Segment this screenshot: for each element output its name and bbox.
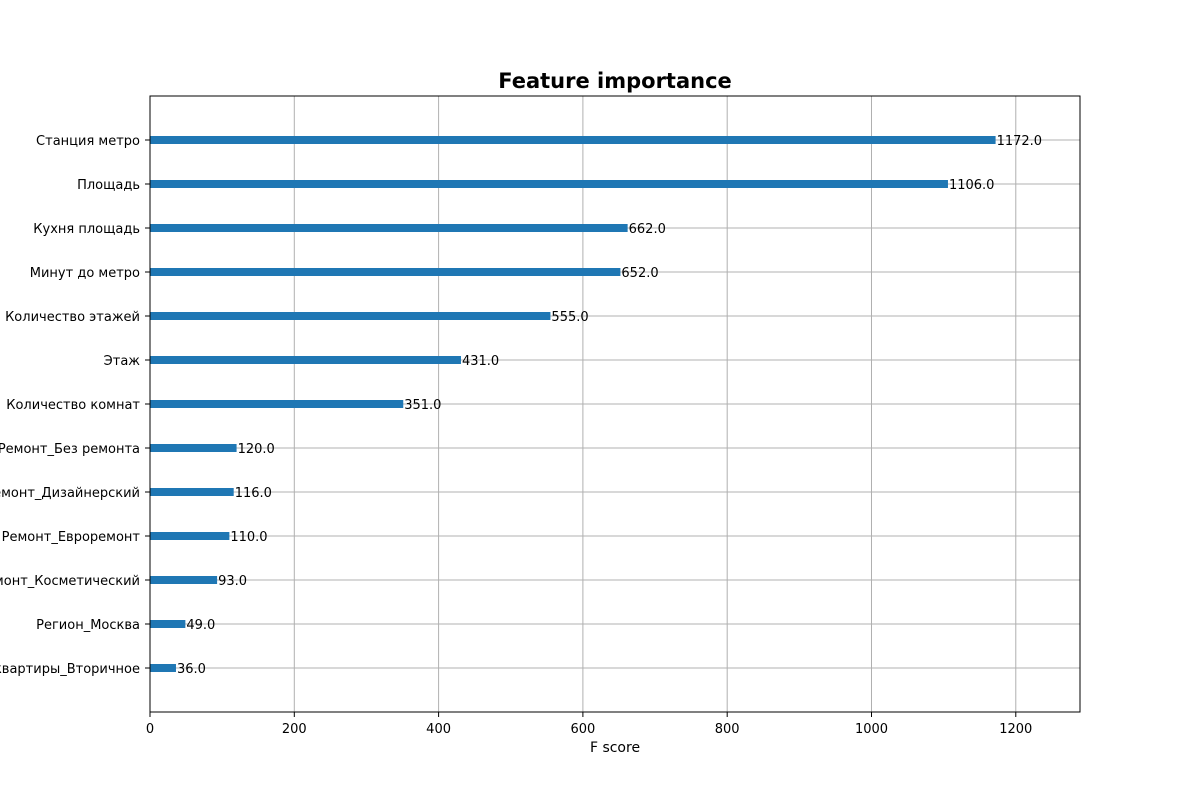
bar (150, 224, 628, 232)
y-tick-label: Станция метро (36, 134, 140, 149)
y-tick-label: Кухня площадь (33, 222, 140, 237)
x-axis-label: F score (590, 740, 640, 756)
x-tick-label: 1200 (999, 722, 1032, 737)
x-tick-label: 800 (715, 722, 740, 737)
x-tick-label: 0 (146, 722, 154, 737)
bar (150, 180, 948, 188)
bar-value-label: 120.0 (238, 442, 275, 457)
bar-value-label: 116.0 (235, 486, 272, 501)
bar (150, 444, 237, 452)
bar (150, 664, 176, 672)
x-tick-label: 400 (426, 722, 451, 737)
bar-value-label: 431.0 (462, 354, 499, 369)
y-tick-label: Ремонт_Евроремонт (2, 530, 141, 545)
bar-value-label: 93.0 (218, 574, 247, 589)
x-tick-label: 600 (570, 722, 595, 737)
bar-value-label: 1172.0 (997, 134, 1042, 149)
bar (150, 620, 186, 628)
y-tick-label: Минут до метро (30, 266, 140, 281)
bar-value-label: 1106.0 (949, 178, 995, 193)
y-tick-label: Ремонт_Дизайнерский (0, 486, 140, 501)
bar-value-label: 351.0 (404, 398, 441, 413)
y-tick-label: Тип квартиры_Вторичное (0, 662, 140, 677)
bar-value-label: 110.0 (230, 530, 267, 545)
bar (150, 356, 461, 364)
y-tick-label: Ремонт_Без ремонта (0, 442, 140, 457)
plot-frame (149, 95, 1081, 713)
y-tick-label: Ремонт_Косметический (0, 574, 140, 589)
chart-title: Feature importance (498, 69, 732, 93)
bar-value-label: 49.0 (186, 618, 215, 633)
x-tick-label: 200 (282, 722, 307, 737)
bar (150, 488, 234, 496)
y-tick-labels: Станция метро Площадь Кухня площадь Минут д… (0, 134, 150, 677)
bar-value-label: 662.0 (629, 222, 666, 237)
y-tick-label: Этаж (104, 354, 141, 369)
bar (150, 576, 218, 584)
x-tick-label: 1000 (855, 722, 888, 737)
y-tick-label: Количество комнат (6, 398, 140, 413)
x-tick-labels: 0 200 400 600 800 1000 1200 (146, 712, 1032, 737)
bar (150, 400, 404, 408)
bar (150, 136, 996, 144)
y-tick-label: Площадь (77, 178, 140, 193)
bar (150, 312, 551, 320)
bar (150, 532, 230, 540)
bar-value-label: 36.0 (177, 662, 206, 677)
y-tick-label: Регион_Москва (36, 618, 140, 633)
bars (150, 136, 996, 672)
bar (150, 268, 621, 276)
y-tick-label: Количество этажей (5, 310, 140, 325)
value-labels: 1172.0 1106.0 662.0 652.0 555.0 431.0 351.0 120… (177, 134, 1042, 677)
bar-value-label: 652.0 (621, 266, 658, 281)
bar-value-label: 555.0 (551, 310, 588, 325)
